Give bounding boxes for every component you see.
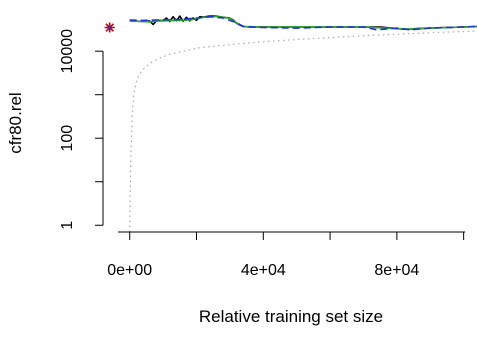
x-tick-label: 0e+00 [107, 262, 152, 279]
y-axis-title: cfr80.rel [6, 92, 25, 153]
x-axis-ticks: 0e+00 4e+04 8e+04 [107, 232, 465, 279]
x-tick-label: 4e+04 [241, 262, 286, 279]
x-axis-title: Relative training set size [199, 307, 383, 326]
y-tick-label: 1 [59, 221, 76, 230]
axes: 0e+00 4e+04 8e+04 1 100 10000 [59, 29, 465, 279]
x-tick-label: 8e+04 [374, 262, 419, 279]
plot-area [104, 15, 477, 233]
star-marker [104, 22, 115, 33]
y-axis-ticks: 1 100 10000 [59, 29, 103, 230]
series-line-dotted [129, 30, 477, 233]
series-line-dashed [129, 15, 477, 31]
y-tick-label: 100 [59, 125, 76, 152]
y-tick-label: 10000 [59, 29, 76, 74]
